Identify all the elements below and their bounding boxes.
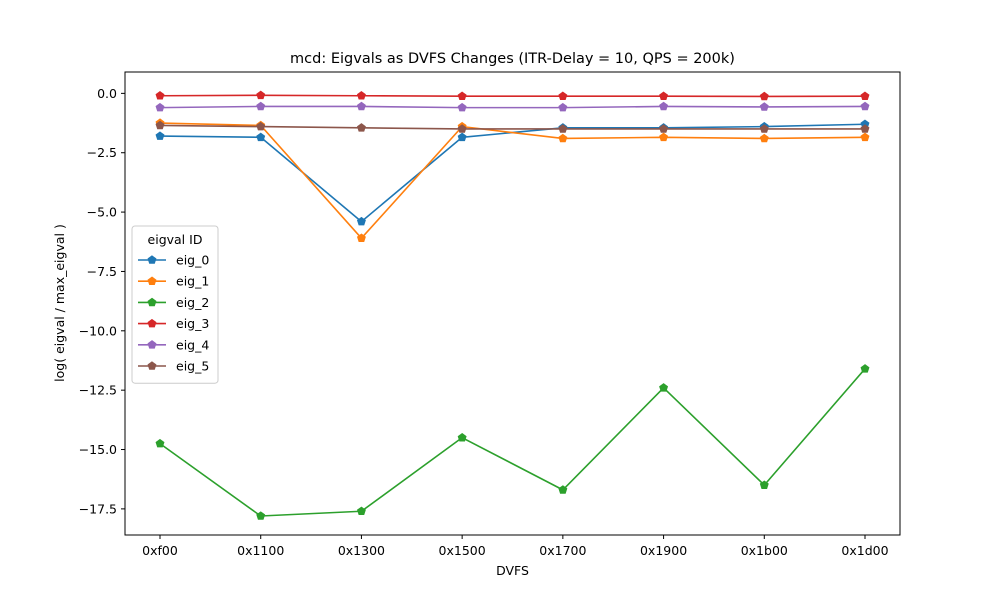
y-tick-label: −17.5 (79, 501, 117, 516)
data-point (860, 132, 870, 142)
data-point (356, 91, 366, 100)
series-line (159, 105, 866, 109)
legend-entry: eig_3 (138, 316, 209, 331)
y-tick-label: −15.0 (79, 442, 117, 457)
data-point (659, 91, 669, 101)
data-point (457, 124, 467, 133)
y-axis-label: log( eigval / max_eigval ) (52, 224, 67, 382)
legend-label: eig_3 (176, 316, 209, 331)
legend-marker (147, 318, 157, 328)
legend-marker (147, 361, 157, 370)
plot-area: 0xf00 0x1100 0x1300 0x1500 0x1700 0x1900 0x1b0… (79, 71, 901, 558)
data-point (356, 233, 366, 243)
data-point (759, 133, 769, 143)
data-point (356, 216, 366, 226)
series-eig_5 (155, 120, 870, 133)
x-tick-label: 0x1b00 (741, 543, 788, 558)
y-tick-label: −2.5 (87, 145, 117, 160)
data-point (256, 121, 266, 131)
data-point (659, 383, 669, 392)
legend-entry: eig_0 (138, 253, 209, 268)
data-point (759, 124, 769, 133)
data-point (155, 91, 165, 100)
y-tick-label: −12.5 (79, 383, 117, 398)
legend-marker (147, 276, 157, 286)
data-point (659, 124, 669, 133)
data-point (457, 132, 467, 142)
data-point (256, 511, 266, 520)
legend-entry: eig_2 (138, 295, 209, 310)
legend-marker (147, 340, 157, 349)
data-point (860, 91, 870, 101)
data-point (356, 506, 366, 516)
legend-label: eig_2 (176, 295, 209, 310)
legend-marker (147, 255, 157, 264)
x-tick-label: 0x1d00 (841, 543, 888, 558)
y-tick-label: −5.0 (87, 205, 117, 220)
legend-marker (147, 297, 157, 307)
series-eig_4 (155, 101, 870, 112)
legend-label: eig_1 (176, 274, 209, 289)
data-point (659, 132, 669, 142)
x-tick-label: 0x1500 (439, 543, 486, 558)
legend-title: eigval ID (148, 232, 203, 247)
legend-label: eig_4 (176, 337, 209, 352)
data-point (860, 124, 870, 133)
legend-label: eig_0 (176, 253, 209, 268)
data-point (558, 91, 568, 101)
data-point (558, 102, 568, 112)
data-point (155, 102, 165, 112)
legend-entry: eig_5 (138, 359, 209, 374)
data-point (759, 102, 769, 111)
data-point (256, 90, 266, 100)
data-point (155, 131, 165, 140)
x-tick-label: 0xf00 (142, 543, 178, 558)
data-point (256, 132, 266, 142)
chart-title: mcd: Eigvals as DVFS Changes (ITR-Delay … (290, 51, 735, 67)
data-point (860, 101, 870, 111)
data-point (356, 123, 366, 132)
x-tick-label: 0x1300 (338, 543, 385, 558)
legend-label: eig_5 (176, 359, 209, 374)
data-point (759, 91, 769, 101)
legend-entry: eig_1 (138, 274, 209, 289)
series-line (159, 122, 866, 240)
data-point (457, 91, 467, 101)
x-tick-label: 0x1900 (640, 543, 687, 558)
data-point (659, 101, 669, 111)
series-eig_2 (155, 364, 870, 520)
data-point (155, 120, 165, 130)
axes-frame (124, 71, 901, 536)
legend: eigval ID eig_0 eig_1 eig_2 eig_3 eig_4 eig_5 (131, 225, 219, 384)
y-tick-label: 0.0 (97, 86, 117, 101)
x-tick-label: 0x1100 (237, 543, 284, 558)
data-point (759, 480, 769, 489)
data-point (558, 124, 568, 133)
data-point (457, 102, 467, 112)
series-line (159, 124, 865, 130)
data-point (457, 432, 467, 442)
series-line (159, 368, 866, 517)
y-tick-label: −7.5 (87, 264, 117, 279)
data-point (558, 485, 568, 494)
y-tick-label: −10.0 (79, 323, 117, 338)
series-eig_3 (155, 90, 870, 101)
data-point (155, 438, 165, 448)
data-point (558, 133, 568, 143)
legend-entry: eig_4 (138, 337, 209, 352)
data-point (256, 101, 266, 111)
data-point (356, 101, 366, 111)
data-point (860, 364, 870, 373)
x-axis-label: DVFS (496, 563, 529, 578)
series-line (159, 94, 866, 98)
x-tick-label: 0x1700 (539, 543, 586, 558)
